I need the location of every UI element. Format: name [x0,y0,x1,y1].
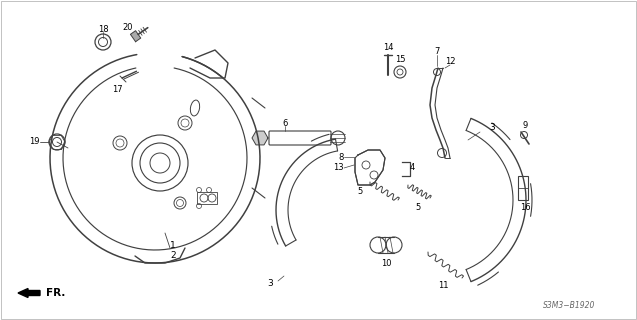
Text: 17: 17 [111,85,122,94]
Text: 7: 7 [434,47,440,57]
Bar [518,176,528,200]
Text: 12: 12 [445,58,455,67]
FancyArrow shape [18,289,40,298]
Bar [197,192,217,204]
Text: 19: 19 [29,138,40,147]
Text: 3: 3 [267,279,273,289]
Text: 10: 10 [381,259,391,268]
Text: 3: 3 [489,124,495,132]
Text: 16: 16 [520,204,531,212]
Text: 9: 9 [522,122,527,131]
Text: 4: 4 [410,163,415,172]
Text: 18: 18 [97,26,108,35]
Polygon shape [252,131,268,145]
Polygon shape [131,31,141,42]
Text: S3M3−B1920: S3M3−B1920 [543,301,595,310]
Text: FR.: FR. [46,288,66,298]
Text: 13: 13 [333,164,344,172]
Text: 15: 15 [395,55,405,65]
Text: 6: 6 [282,119,288,129]
Text: 5: 5 [357,188,362,196]
Text: 2: 2 [170,252,176,260]
Text: 8: 8 [339,153,344,162]
Text: 14: 14 [383,43,393,52]
Text: 5: 5 [415,204,420,212]
Text: 20: 20 [123,23,133,33]
Text: 1: 1 [170,242,176,251]
Text: 11: 11 [438,281,448,290]
